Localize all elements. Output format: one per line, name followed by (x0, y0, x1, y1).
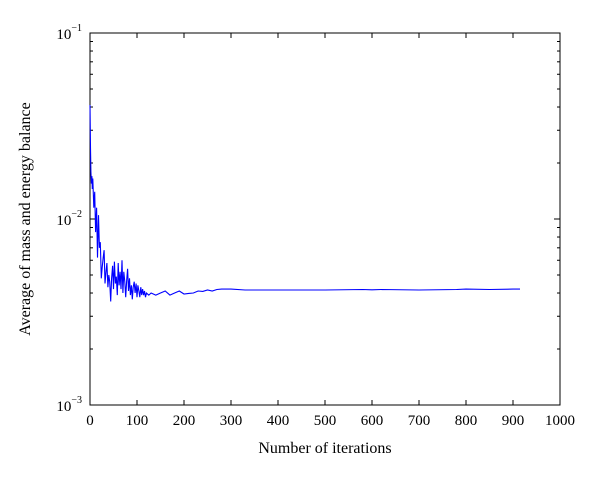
y-tick-label: 10−3 (56, 395, 82, 415)
x-tick-label: 500 (314, 413, 337, 429)
x-tick-label: 600 (361, 413, 384, 429)
x-tick-label: 100 (126, 413, 149, 429)
y-tick-label: 10−2 (56, 209, 82, 229)
x-tick-label: 900 (502, 413, 525, 429)
x-tick-label: 200 (173, 413, 196, 429)
x-tick-label: 300 (220, 413, 243, 429)
x-tick-label: 0 (86, 413, 94, 429)
x-tick-label: 400 (267, 413, 290, 429)
x-tick-label: 1000 (545, 413, 575, 429)
x-tick-label: 800 (455, 413, 478, 429)
y-tick-label: 10−1 (56, 23, 82, 43)
x-axis-label: Number of iterations (258, 440, 391, 457)
plot-area (89, 32, 561, 406)
x-tick-label: 700 (408, 413, 431, 429)
y-axis-label: Average of mass and energy balance (17, 102, 34, 336)
ticks-layer (89, 32, 561, 406)
tick-labels-layer: 0 100 200 300 400 500 600 700 800 900 1000 10−1 10−2… (56, 23, 575, 429)
series-line (89, 104, 520, 302)
